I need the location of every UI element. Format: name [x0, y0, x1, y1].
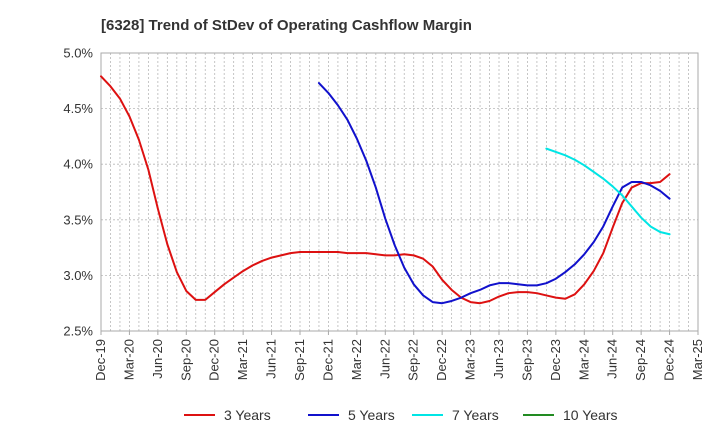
legend: 3 Years 5 Years 7 Years 10 Years — [184, 407, 618, 423]
y-tick-label: 5.0% — [63, 46, 93, 61]
x-tick-label: Jun-22 — [377, 339, 392, 379]
legend-label-5-years: 5 Years — [348, 407, 395, 423]
x-tick-label: Mar-23 — [463, 339, 478, 380]
x-tick-label: Sep-22 — [406, 339, 421, 381]
x-tick-label: Mar-24 — [576, 339, 591, 380]
y-tick-label: 3.5% — [63, 212, 93, 227]
series-layer — [100, 75, 671, 305]
x-tick-label: Mar-20 — [121, 339, 136, 380]
x-tick-label: Dec-23 — [548, 339, 563, 381]
series-line-3-years — [100, 75, 671, 305]
y-tick-label: 4.0% — [63, 157, 93, 172]
legend-label-7-years: 7 Years — [452, 407, 499, 423]
x-tick-label: Dec-22 — [434, 339, 449, 381]
chart-title: [6328] Trend of StDev of Operating Cashf… — [101, 17, 472, 34]
x-tick-label: Mar-21 — [235, 339, 250, 380]
y-tick-label: 4.5% — [63, 101, 93, 116]
x-tick-label: Dec-24 — [662, 339, 677, 381]
x-tick-label: Sep-20 — [178, 339, 193, 381]
x-tick-label: Jun-23 — [491, 339, 506, 379]
x-tick-label: Dec-20 — [207, 339, 222, 381]
y-tick-label: 3.0% — [63, 268, 93, 283]
x-tick-label: Mar-22 — [349, 339, 364, 380]
x-tick-label: Jun-21 — [264, 339, 279, 379]
x-tick-label: Jun-24 — [605, 339, 620, 379]
x-tick-label: Mar-25 — [690, 339, 705, 380]
y-tick-label: 2.5% — [63, 324, 93, 339]
x-tick-label: Dec-21 — [320, 339, 335, 381]
series-line-7-years — [545, 147, 671, 236]
series-line-5-years — [317, 82, 671, 305]
x-tick-label: Dec-19 — [93, 339, 108, 381]
plot-frame — [100, 52, 699, 332]
axis-layer: 2.5% 3.0% 3.5% 4.0% 4.5% 5.0% Dec-19 Mar-20 Jun-… — [63, 46, 705, 381]
legend-label-10-years: 10 Years — [563, 407, 618, 423]
x-tick-label: Sep-21 — [292, 339, 307, 381]
x-tick-label: Sep-24 — [633, 339, 648, 381]
grid-layer — [101, 53, 698, 331]
x-tick-label: Jun-20 — [150, 339, 165, 379]
legend-label-3-years: 3 Years — [224, 407, 271, 423]
x-tick-label: Sep-23 — [519, 339, 534, 381]
